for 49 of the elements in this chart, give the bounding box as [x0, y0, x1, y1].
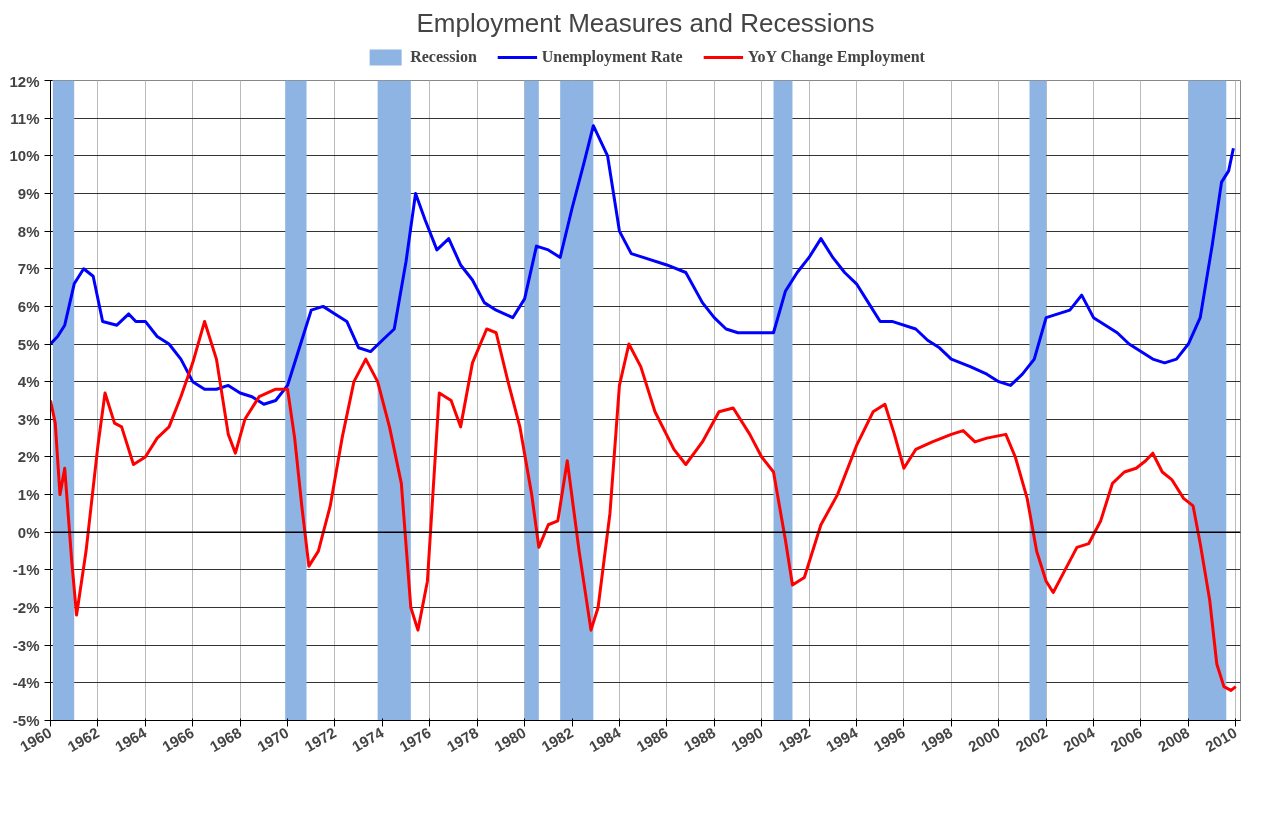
- x-tick-label: 1984: [586, 723, 624, 756]
- y-tick-label: 5%: [17, 335, 40, 353]
- x-tick-label: 1962: [64, 723, 102, 756]
- y-tick-label: 10%: [9, 147, 40, 165]
- y-tick-label: 12%: [9, 72, 40, 90]
- line-series: [50, 124, 1235, 406]
- y-tick-label: 7%: [17, 260, 40, 278]
- y-tick-label: 2%: [17, 448, 40, 466]
- y-tick-label: -2%: [12, 599, 40, 617]
- x-tick-label: 1994: [823, 723, 862, 756]
- x-tick-label: 1970: [254, 723, 292, 756]
- x-tick-label: 2000: [965, 723, 1003, 756]
- x-tick-label: 2002: [1012, 723, 1051, 756]
- x-tick-label: 1978: [443, 723, 482, 756]
- legend-label: YoY Change Employment: [747, 48, 925, 66]
- x-tick-label: 1986: [633, 723, 671, 756]
- x-tick-label: 1974: [348, 723, 387, 756]
- x-tick-label: 1964: [111, 723, 150, 756]
- y-tick-label: 6%: [17, 297, 40, 315]
- y-tick-label: 11%: [10, 109, 40, 127]
- legend-label: Recession: [410, 48, 477, 66]
- y-tick-label: -5%: [12, 712, 40, 729]
- x-tick-label: 1990: [728, 723, 766, 756]
- x-tick-label: 1976: [396, 723, 434, 756]
- y-tick-label: 9%: [17, 184, 40, 202]
- y-tick-label: 0%: [17, 523, 40, 541]
- legend-label: Unemployment Rate: [541, 48, 683, 66]
- x-tick-label: 1992: [775, 723, 814, 756]
- y-tick-label: 3%: [17, 410, 40, 428]
- y-tick-label: -1%: [12, 561, 40, 579]
- x-tick-label: 1996: [870, 723, 908, 756]
- line-series: [50, 319, 1238, 692]
- x-tick-label: 2008: [1154, 723, 1193, 756]
- x-tick-label: 1982: [538, 723, 577, 756]
- y-tick-label: -4%: [12, 674, 40, 692]
- x-tick-label: 1972: [301, 723, 339, 756]
- x-tick-label: 1980: [491, 723, 529, 756]
- y-tick-label: 4%: [17, 373, 40, 391]
- x-tick-label: 2006: [1107, 723, 1145, 756]
- y-tick-label: -3%: [12, 636, 40, 654]
- y-tick-label: 1%: [17, 486, 40, 504]
- x-tick-label: 2004: [1060, 723, 1099, 756]
- x-tick-label: 2010: [1202, 723, 1240, 756]
- x-tick-label: 1998: [917, 723, 956, 756]
- chart-title: Employment Measures and Recessions: [416, 7, 875, 38]
- x-tick-label: 1966: [159, 723, 197, 756]
- x-tick-label: 1988: [680, 723, 719, 756]
- y-tick-label: 8%: [17, 222, 40, 240]
- x-tick-label: 1968: [206, 723, 245, 756]
